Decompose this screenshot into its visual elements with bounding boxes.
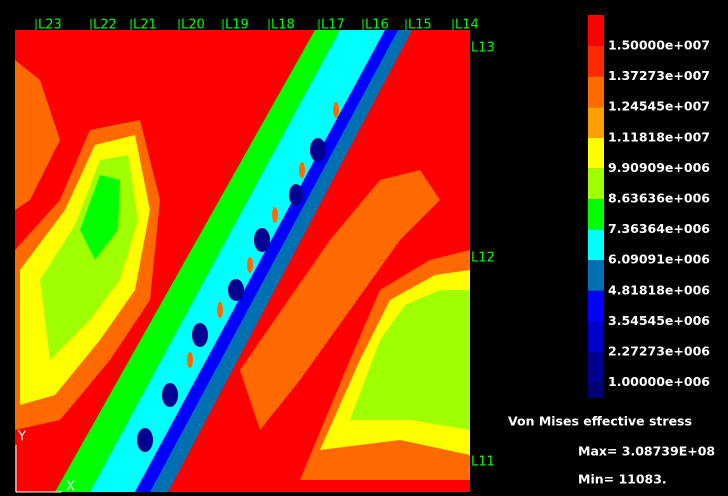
legend-swatch [588,229,604,261]
legend-label: 3.54545e+006 [608,313,710,328]
grid-label: L11 [471,455,495,470]
legend-swatch [588,137,604,169]
legend-title: Von Mises effective stress [508,414,692,429]
min-label: Min= 11083. [578,472,667,487]
contour-plot [15,30,470,492]
grid-label: L12 [471,251,495,266]
legend-swatch [588,76,604,108]
region [240,170,440,430]
legend-swatch [588,321,604,352]
grid-label: L19 [225,18,249,33]
legend-swatch [588,352,604,383]
region [350,290,470,430]
blobs [187,102,339,368]
grid-label: L20 [181,18,205,33]
axis-triad [15,445,62,493]
legend-label: 1.50000e+007 [608,38,710,53]
legend-label: 1.24545e+007 [608,99,710,114]
region [150,30,412,492]
legend-label: 8.63636e+006 [608,191,710,206]
axis-label: Y [17,430,26,445]
legend-label: 4.81818e+006 [608,282,710,297]
grid-label: L15 [408,18,432,33]
legend-swatch [588,382,604,398]
region [55,30,345,492]
legend-label: 9.90909e+006 [608,160,710,175]
legend-swatch [588,15,604,46]
grid-label: L22 [93,18,117,33]
legend-label: 1.00000e+006 [608,374,710,389]
legend-swatch [588,290,604,322]
legend-label: 6.09091e+006 [608,252,710,267]
region [15,60,60,210]
grid-label: L14 [455,18,479,33]
region [80,175,120,260]
grid-label: L18 [271,18,295,33]
legend-swatch [588,260,604,291]
legend-label: 2.27273e+006 [608,344,710,359]
grid-label: L17 [321,18,345,33]
legend-swatch [588,168,604,199]
legend-swatch [588,46,604,77]
max-label: Max= 3.08739E+08 [578,444,715,459]
grid-label: L21 [133,18,157,33]
axis-label: X [66,480,75,495]
grid-label: L16 [365,18,389,33]
grid-label: L23 [38,18,62,33]
grid-label: L13 [471,41,495,56]
legend-swatch [588,199,604,230]
legend-label: 1.11818e+007 [608,129,710,144]
legend-label: 7.36364e+006 [608,221,710,236]
legend-label: 1.37273e+007 [608,68,710,83]
blobs [137,138,326,452]
legend-swatch [588,107,604,138]
